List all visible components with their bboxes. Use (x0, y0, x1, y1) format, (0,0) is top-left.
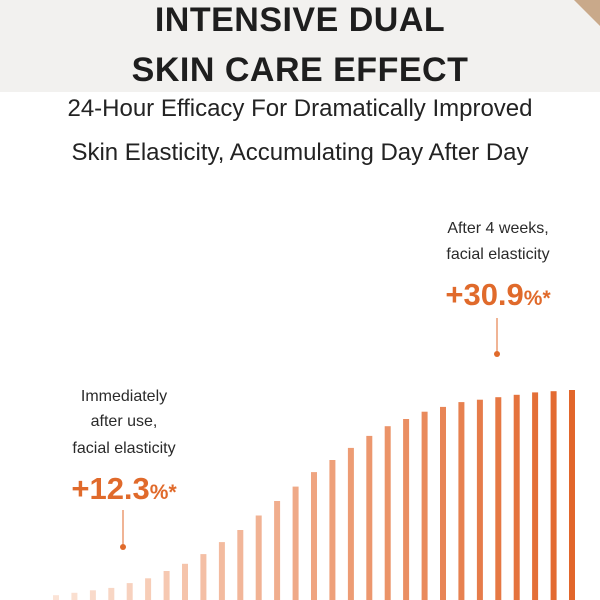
chart-bar (200, 554, 207, 600)
chart-bar (421, 411, 428, 600)
bar-group (53, 390, 575, 600)
callout-immediate-line-2: after use, (90, 413, 158, 430)
callout-4weeks-value: +30.9%* (398, 279, 598, 310)
corner-decoration (574, 0, 600, 26)
subtitle-line-2: Skin Elasticity, Accumulating Day After … (71, 139, 529, 166)
chart-bar (108, 587, 115, 600)
page-title-line-1: INTENSIVE DUAL (154, 1, 446, 39)
callout-immediate-line-1: Immediately (80, 388, 168, 405)
chart-bar (218, 542, 225, 600)
chart-bar (145, 578, 152, 600)
chart-bar (347, 447, 354, 600)
subtitle-line-1: 24-Hour Efficacy For Dramatically Improv… (67, 95, 533, 122)
chart-bar (550, 391, 557, 600)
callout-4weeks-unit: %* (523, 287, 551, 310)
callout-4weeks-number: +30.9 (445, 277, 524, 312)
chart-bar (274, 501, 281, 600)
chart-bar (71, 592, 78, 600)
chart-bar (532, 392, 539, 600)
chart-bar (89, 590, 96, 600)
chart-bar (440, 406, 446, 600)
chart-bar (292, 486, 299, 600)
callout-dot-immediate (120, 544, 126, 550)
chart-bar (311, 472, 317, 600)
callout-dot-4weeks (494, 351, 500, 357)
callout-4weeks-line-2: facial elasticity (446, 246, 550, 263)
page-title-line-2: SKIN CARE EFFECT (131, 51, 469, 89)
chart-bar (53, 595, 59, 600)
chart-bar (366, 435, 373, 600)
chart-bar (237, 530, 244, 600)
chart-bar (255, 515, 262, 600)
chart-bar (569, 390, 575, 600)
chart-bar (495, 397, 502, 600)
callout-4weeks-line-1: After 4 weeks, (447, 220, 549, 237)
chart-bar (476, 399, 483, 600)
chart-bar (126, 583, 133, 600)
callout-immediate-number: +12.3 (71, 471, 150, 506)
chart-bar (329, 460, 336, 600)
chart-bar (458, 402, 465, 600)
chart-bar (163, 571, 170, 600)
header-band (0, 0, 600, 92)
callout-immediate-value: +12.3%* (24, 473, 224, 504)
chart-bar (384, 426, 391, 600)
callout-immediate-unit: %* (149, 481, 177, 504)
callout-immediate-line-3: facial elasticity (72, 440, 176, 457)
chart-bar (513, 394, 520, 600)
chart-bar (182, 563, 188, 600)
chart-bar (403, 419, 410, 600)
